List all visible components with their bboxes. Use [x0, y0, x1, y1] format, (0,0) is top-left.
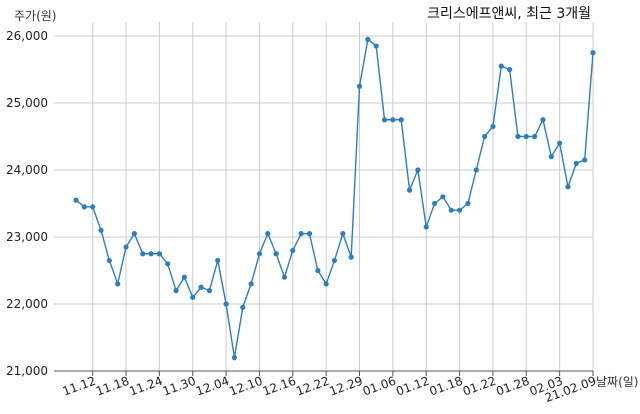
data-point: [298, 231, 304, 237]
data-point: [215, 257, 221, 264]
data-point: [348, 254, 354, 260]
data-point: [223, 301, 229, 307]
x-axis-title: 날짜(일): [596, 375, 638, 389]
x-tick-label: 12.04: [194, 374, 231, 399]
data-point: [273, 251, 279, 257]
data-point: [398, 117, 404, 123]
data-point: [557, 140, 563, 146]
data-point: [390, 117, 396, 123]
data-point: [582, 157, 588, 163]
data-point: [498, 63, 504, 69]
data-point: [73, 197, 79, 203]
data-point: [190, 294, 196, 300]
data-point: [373, 43, 379, 49]
data-point: [165, 261, 171, 267]
x-tick-label: 11.24: [127, 374, 164, 399]
data-point: [565, 184, 571, 190]
data-point: [323, 281, 329, 287]
x-tick-label: 12.16: [261, 374, 298, 399]
y-axis-title: 주가(원): [14, 9, 56, 23]
y-tick-label: 21,000: [6, 364, 48, 378]
data-point: [365, 36, 371, 42]
data-point: [98, 227, 104, 233]
x-tick-label: 12.10: [227, 374, 264, 399]
grid-lines: [54, 22, 594, 372]
x-tick-label: 11.12: [61, 374, 98, 399]
data-point: [490, 123, 496, 130]
data-point: [156, 251, 162, 257]
data-point: [573, 160, 579, 166]
data-point: [315, 267, 321, 274]
x-tick-label: 01.22: [461, 374, 498, 399]
data-point: [548, 154, 554, 160]
data-point: [306, 231, 313, 237]
data-point: [256, 251, 263, 257]
y-tick-label: 26,000: [6, 29, 48, 43]
data-point: [248, 281, 254, 287]
data-point: [465, 200, 471, 207]
y-axis: 21,000 22,000 23,000 24,000 25,000 26,000: [6, 29, 48, 378]
y-tick-label: 24,000: [6, 163, 48, 177]
data-point: [481, 133, 488, 140]
data-point: [198, 284, 204, 290]
data-point: [507, 66, 513, 73]
data-point: [423, 224, 429, 230]
data-point: [431, 200, 438, 207]
x-tick-label: 11.18: [94, 374, 131, 399]
data-point: [456, 207, 463, 213]
chart-title: 크리스에프앤씨, 최근 3개월: [427, 6, 591, 22]
data-point: [181, 274, 188, 280]
data-point: [148, 251, 154, 257]
data-point: [106, 257, 112, 264]
data-point: [440, 194, 446, 200]
data-point: [406, 187, 413, 193]
data-point: [290, 247, 296, 253]
data-point: [356, 83, 363, 89]
data-point: [265, 231, 271, 237]
data-point: [115, 281, 121, 287]
data-point: [381, 117, 388, 123]
data-point: [231, 355, 238, 361]
data-point: [331, 257, 338, 264]
data-point: [415, 167, 421, 173]
data-point: [140, 251, 146, 257]
x-tick-label: 12.29: [327, 374, 364, 399]
y-tick-label: 23,000: [6, 230, 48, 244]
data-point: [448, 207, 454, 213]
series-line: [75, 38, 594, 358]
data-point: [281, 274, 288, 280]
data-point: [173, 288, 179, 294]
x-tick-label: 01.18: [428, 374, 465, 399]
data-point: [340, 231, 346, 237]
data-point: [90, 204, 96, 210]
data-point: [540, 117, 546, 123]
data-point: [523, 133, 529, 140]
x-axis: 11.1211.1811.2411.3012.0412.1012.1612.22…: [61, 371, 598, 405]
x-tick-label: 01.12: [394, 374, 431, 399]
data-point: [240, 304, 246, 310]
data-point: [515, 133, 521, 140]
y-tick-label: 22,000: [6, 297, 48, 311]
y-tick-label: 25,000: [6, 96, 48, 110]
data-point: [473, 167, 479, 173]
x-tick-label: 01.06: [361, 374, 398, 399]
x-tick-label: 11.30: [161, 374, 198, 399]
data-point: [590, 50, 596, 56]
data-points: [73, 36, 596, 361]
data-point: [532, 133, 538, 140]
data-point: [206, 288, 213, 294]
data-point: [131, 231, 137, 237]
data-point: [81, 204, 87, 210]
x-tick-label: 12.22: [294, 374, 331, 399]
x-tick-label: 01.28: [494, 374, 531, 399]
data-point: [123, 244, 129, 250]
